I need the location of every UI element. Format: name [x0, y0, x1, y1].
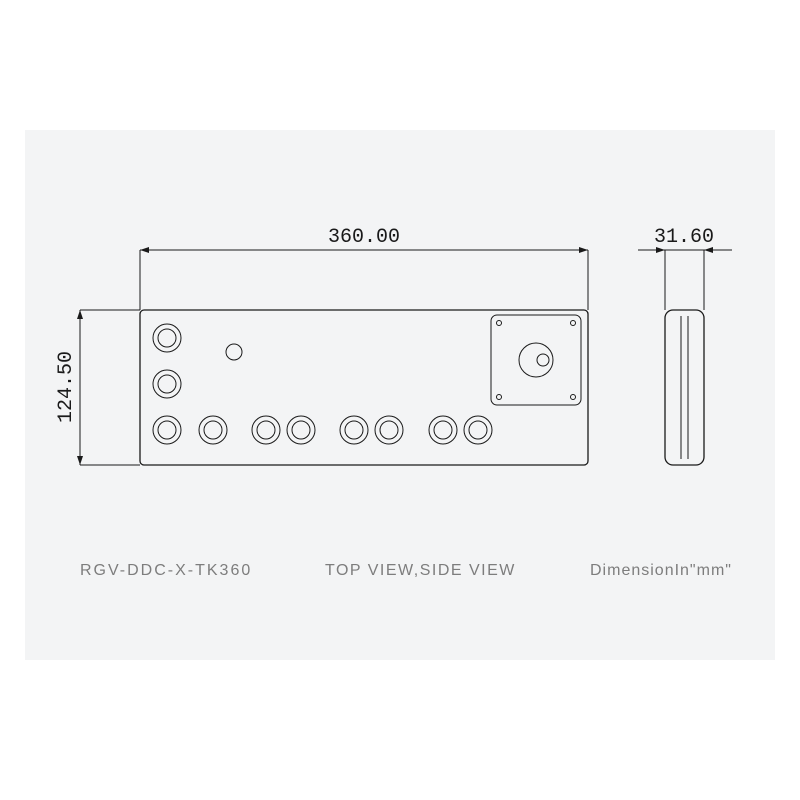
bottom-row-ports [199, 416, 492, 444]
drawing-canvas: 360.00 124.50 31.60 RGV-DDC-X-TK360 TOP … [25, 130, 775, 660]
dimension-height-value: 124.50 [55, 351, 78, 423]
pump-plate [491, 315, 581, 405]
top-view [140, 310, 588, 465]
drawing-svg: 360.00 124.50 31.60 RGV-DDC-X-TK360 TOP … [25, 130, 775, 660]
top-view-outline [140, 310, 588, 465]
dimension-depth-value: 31.60 [654, 226, 714, 249]
dimension-width: 360.00 [140, 226, 588, 310]
dimension-height: 124.50 [55, 310, 140, 465]
dimension-width-value: 360.00 [328, 226, 400, 249]
footer-units: DimensionIn"mm" [590, 562, 732, 579]
footer-views: TOP VIEW,SIDE VIEW [325, 562, 516, 579]
left-column-ports [153, 324, 181, 444]
footer: RGV-DDC-X-TK360 TOP VIEW,SIDE VIEW Dimen… [80, 562, 732, 579]
side-view [665, 310, 704, 465]
small-hole [226, 344, 242, 360]
side-view-outline [665, 310, 704, 465]
footer-model: RGV-DDC-X-TK360 [80, 562, 252, 579]
dimension-depth: 31.60 [638, 226, 732, 310]
